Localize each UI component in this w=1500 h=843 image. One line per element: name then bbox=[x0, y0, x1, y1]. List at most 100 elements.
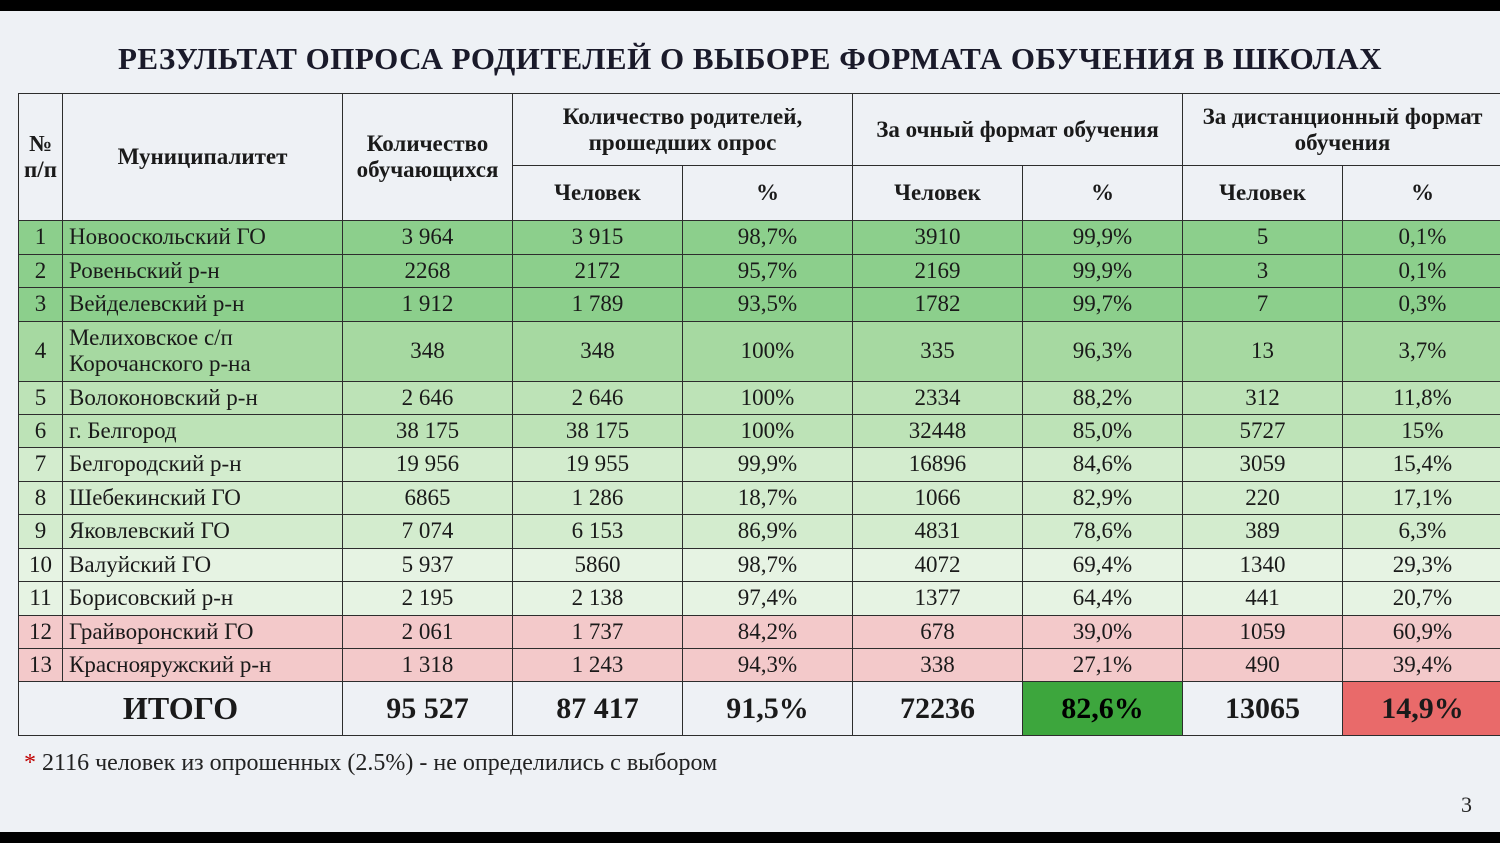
total-inperson-p: 82,6% bbox=[1023, 682, 1183, 736]
cell-surveyed-p: 86,9% bbox=[683, 515, 853, 548]
cell-students: 3 964 bbox=[343, 221, 513, 254]
cell-surveyed-p: 98,7% bbox=[683, 221, 853, 254]
page-number: 3 bbox=[1461, 792, 1472, 818]
cell-remote-p: 29,3% bbox=[1343, 548, 1500, 581]
col-num: № п/п bbox=[19, 94, 63, 221]
cell-remote-p: 15,4% bbox=[1343, 448, 1500, 481]
table-body: 1Новооскольский ГО3 9643 91598,7%391099,… bbox=[19, 221, 1500, 682]
cell-inperson-p: 78,6% bbox=[1023, 515, 1183, 548]
total-students: 95 527 bbox=[343, 682, 513, 736]
cell-muni: Валуйский ГО bbox=[63, 548, 343, 581]
table-row: 9Яковлевский ГО7 0746 15386,9%483178,6%3… bbox=[19, 515, 1500, 548]
total-surveyed-p: 91,5% bbox=[683, 682, 853, 736]
cell-remote-n: 1059 bbox=[1183, 615, 1343, 648]
cell-inperson-p: 84,6% bbox=[1023, 448, 1183, 481]
cell-students: 348 bbox=[343, 321, 513, 381]
cell-remote-n: 441 bbox=[1183, 582, 1343, 615]
cell-remote-p: 3,7% bbox=[1343, 321, 1500, 381]
cell-inperson-n: 32448 bbox=[853, 414, 1023, 447]
cell-remote-n: 5727 bbox=[1183, 414, 1343, 447]
cell-surveyed-p: 98,7% bbox=[683, 548, 853, 581]
cell-remote-p: 60,9% bbox=[1343, 615, 1500, 648]
cell-remote-p: 39,4% bbox=[1343, 649, 1500, 682]
cell-surveyed-p: 100% bbox=[683, 414, 853, 447]
cell-surveyed-n: 1 737 bbox=[513, 615, 683, 648]
cell-surveyed-n: 1 286 bbox=[513, 481, 683, 514]
cell-num: 8 bbox=[19, 481, 63, 514]
page-title: РЕЗУЛЬТАТ ОПРОСА РОДИТЕЛЕЙ О ВЫБОРЕ ФОРМ… bbox=[18, 41, 1482, 77]
col-students: Количество обучающихся bbox=[343, 94, 513, 221]
cell-remote-p: 15% bbox=[1343, 414, 1500, 447]
cell-inperson-p: 85,0% bbox=[1023, 414, 1183, 447]
cell-muni: г. Белгород bbox=[63, 414, 343, 447]
col-remote-people: Человек bbox=[1183, 165, 1343, 220]
survey-table: № п/п Муниципалитет Количество обучающих… bbox=[18, 93, 1500, 736]
cell-num: 9 bbox=[19, 515, 63, 548]
cell-surveyed-p: 97,4% bbox=[683, 582, 853, 615]
col-muni: Муниципалитет bbox=[63, 94, 343, 221]
col-remote-percent: % bbox=[1343, 165, 1500, 220]
cell-inperson-p: 39,0% bbox=[1023, 615, 1183, 648]
cell-muni: Яковлевский ГО bbox=[63, 515, 343, 548]
cell-num: 12 bbox=[19, 615, 63, 648]
cell-students: 38 175 bbox=[343, 414, 513, 447]
cell-surveyed-n: 1 243 bbox=[513, 649, 683, 682]
cell-inperson-n: 1377 bbox=[853, 582, 1023, 615]
col-group-inperson: За очный формат обучения bbox=[853, 94, 1183, 166]
table-row: 5Волоконовский р-н2 6462 646100%233488,2… bbox=[19, 381, 1500, 414]
col-surveyed-people: Человек bbox=[513, 165, 683, 220]
cell-surveyed-p: 84,2% bbox=[683, 615, 853, 648]
cell-inperson-p: 99,9% bbox=[1023, 254, 1183, 287]
cell-students: 19 956 bbox=[343, 448, 513, 481]
cell-inperson-n: 4831 bbox=[853, 515, 1023, 548]
cell-inperson-n: 4072 bbox=[853, 548, 1023, 581]
table-row: 13Краснояружский р-н1 3181 24394,3%33827… bbox=[19, 649, 1500, 682]
table-row: 3Вейделевский р-н1 9121 78993,5%178299,7… bbox=[19, 288, 1500, 321]
cell-remote-p: 0,1% bbox=[1343, 254, 1500, 287]
cell-num: 6 bbox=[19, 414, 63, 447]
cell-surveyed-p: 99,9% bbox=[683, 448, 853, 481]
cell-students: 2 195 bbox=[343, 582, 513, 615]
cell-surveyed-n: 19 955 bbox=[513, 448, 683, 481]
cell-students: 1 318 bbox=[343, 649, 513, 682]
cell-remote-n: 7 bbox=[1183, 288, 1343, 321]
cell-inperson-p: 99,7% bbox=[1023, 288, 1183, 321]
total-remote-n: 13065 bbox=[1183, 682, 1343, 736]
table-row: 4Мелиховское с/п Корочанского р-на348348… bbox=[19, 321, 1500, 381]
col-inperson-people: Человек bbox=[853, 165, 1023, 220]
cell-remote-n: 312 bbox=[1183, 381, 1343, 414]
cell-students: 1 912 bbox=[343, 288, 513, 321]
asterisk-icon: * bbox=[24, 750, 36, 776]
cell-inperson-n: 1066 bbox=[853, 481, 1023, 514]
total-label: ИТОГО bbox=[19, 682, 343, 736]
table-row: 11Борисовский р-н2 1952 13897,4%137764,4… bbox=[19, 582, 1500, 615]
cell-students: 2 646 bbox=[343, 381, 513, 414]
table-row: 12Грайворонский ГО2 0611 73784,2%67839,0… bbox=[19, 615, 1500, 648]
cell-remote-n: 220 bbox=[1183, 481, 1343, 514]
cell-surveyed-n: 6 153 bbox=[513, 515, 683, 548]
slide: РЕЗУЛЬТАТ ОПРОСА РОДИТЕЛЕЙ О ВЫБОРЕ ФОРМ… bbox=[0, 11, 1500, 832]
table-row: 10Валуйский ГО5 937586098,7%407269,4%134… bbox=[19, 548, 1500, 581]
cell-inperson-p: 64,4% bbox=[1023, 582, 1183, 615]
cell-num: 4 bbox=[19, 321, 63, 381]
table-row: 8Шебекинский ГО68651 28618,7%106682,9%22… bbox=[19, 481, 1500, 514]
cell-remote-n: 3 bbox=[1183, 254, 1343, 287]
cell-surveyed-n: 348 bbox=[513, 321, 683, 381]
cell-inperson-p: 96,3% bbox=[1023, 321, 1183, 381]
table-row: 1Новооскольский ГО3 9643 91598,7%391099,… bbox=[19, 221, 1500, 254]
cell-remote-p: 6,3% bbox=[1343, 515, 1500, 548]
cell-surveyed-p: 94,3% bbox=[683, 649, 853, 682]
cell-remote-p: 17,1% bbox=[1343, 481, 1500, 514]
cell-remote-n: 3059 bbox=[1183, 448, 1343, 481]
cell-num: 10 bbox=[19, 548, 63, 581]
cell-surveyed-n: 2172 bbox=[513, 254, 683, 287]
col-surveyed-percent: % bbox=[683, 165, 853, 220]
total-row: ИТОГО 95 527 87 417 91,5% 72236 82,6% 13… bbox=[19, 682, 1500, 736]
cell-surveyed-n: 38 175 bbox=[513, 414, 683, 447]
cell-students: 2 061 bbox=[343, 615, 513, 648]
cell-inperson-n: 3910 bbox=[853, 221, 1023, 254]
cell-surveyed-p: 100% bbox=[683, 321, 853, 381]
cell-remote-n: 13 bbox=[1183, 321, 1343, 381]
cell-num: 5 bbox=[19, 381, 63, 414]
cell-inperson-n: 2334 bbox=[853, 381, 1023, 414]
